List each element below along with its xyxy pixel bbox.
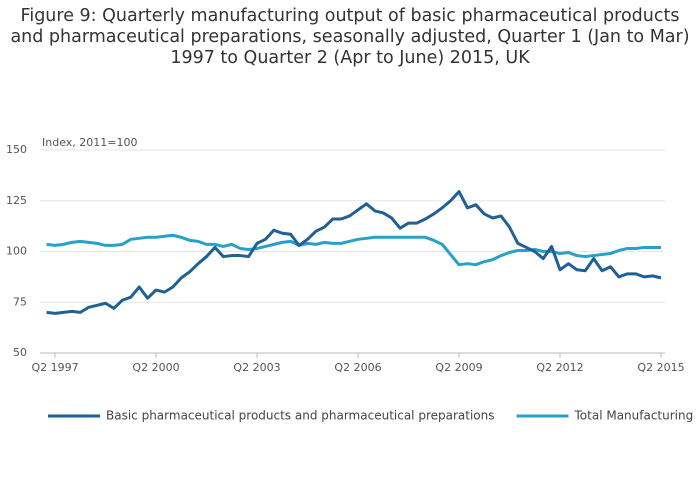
y-tick-label: 150 — [6, 143, 27, 156]
y-tick-label: 50 — [13, 346, 27, 359]
x-tick-label: Q2 2003 — [233, 361, 280, 374]
legend-label: Basic pharmaceutical products and pharma… — [106, 409, 495, 423]
x-tick-label: Q2 2009 — [435, 361, 482, 374]
legend-label: Total Manufacturing — [574, 409, 694, 423]
series-line — [46, 233, 661, 267]
chart-title: Figure 9: Quarterly manufacturing output… — [10, 6, 690, 68]
y-tick-label: 100 — [6, 245, 27, 258]
x-tick-label: Q2 2015 — [637, 361, 684, 374]
y-tick-label: 125 — [6, 194, 27, 207]
series-line — [46, 190, 662, 315]
x-tick-label: Q2 2012 — [536, 361, 583, 374]
x-tick-label: Q2 2006 — [334, 361, 381, 374]
x-tick-label: Q2 1997 — [31, 361, 78, 374]
y-tick-label: 75 — [13, 295, 27, 308]
y-axis-label: Index, 2011=100 — [42, 136, 137, 149]
x-tick-label: Q2 2000 — [132, 361, 179, 374]
